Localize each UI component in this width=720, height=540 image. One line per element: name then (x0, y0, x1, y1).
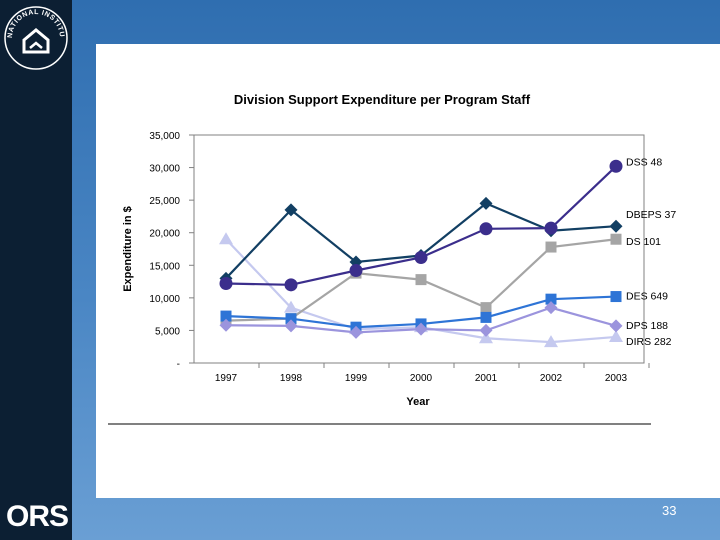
data-point (415, 274, 427, 286)
chart-title: Division Support Expenditure per Program… (234, 92, 531, 107)
data-point (544, 335, 558, 348)
series-line (225, 202, 617, 280)
slide-content: Division Support Expenditure per Program… (96, 44, 720, 498)
y-tick-label: - (177, 359, 180, 370)
data-point (284, 278, 298, 292)
series-dbeps (219, 196, 623, 285)
x-tick-label: 2002 (540, 373, 563, 384)
data-point (284, 300, 298, 313)
legend-label-ds: DS 101 (626, 236, 661, 248)
data-point (479, 222, 493, 236)
data-point (609, 329, 623, 342)
series-dss (219, 159, 623, 292)
legend-label-des: DES 649 (626, 291, 668, 303)
data-point (349, 325, 363, 339)
data-point (480, 302, 492, 314)
series-line (225, 165, 617, 286)
y-tick-label: 15,000 (149, 261, 180, 272)
page-number: 33 (662, 503, 677, 518)
data-point (545, 241, 557, 253)
data-point (610, 291, 622, 303)
nih-seal-logo: NATIONAL INSTITUTES OF HEALTH (2, 4, 68, 70)
data-point (414, 322, 428, 336)
data-point (479, 323, 493, 337)
plot-area-frame (193, 134, 645, 364)
x-tick-label: 1998 (280, 373, 303, 384)
y-tick-label: 20,000 (149, 229, 180, 240)
data-point (609, 319, 623, 333)
left-brand-strip: NATIONAL INSTITUTES OF HEALTH ORS (0, 0, 72, 540)
legend-label-dbeps: DBEPS 37 (626, 209, 676, 221)
data-point (609, 159, 623, 173)
y-tick-label: 5,000 (155, 326, 180, 337)
data-point (545, 293, 557, 305)
ors-logo: ORS (6, 500, 69, 533)
data-point (609, 219, 623, 233)
legend-label-dss: DSS 48 (626, 156, 662, 168)
x-tick-label: 2001 (475, 373, 498, 384)
data-point (480, 311, 492, 323)
data-point (220, 310, 232, 322)
x-tick-label: 2000 (410, 373, 433, 384)
y-tick-label: 10,000 (149, 294, 180, 305)
legend-label-dirs: DIRS 282 (626, 336, 672, 348)
x-tick-label: 1999 (345, 373, 368, 384)
data-point (544, 301, 558, 315)
data-point (349, 263, 363, 277)
x-tick-label: 2003 (605, 373, 628, 384)
x-axis-label: Year (406, 396, 430, 408)
data-point (479, 331, 493, 344)
data-point (479, 196, 493, 210)
data-point (285, 313, 297, 325)
legend-label-dps: DPS 188 (626, 320, 668, 332)
series-ds (220, 233, 622, 327)
y-axis-label: Expenditure in $ (122, 206, 134, 292)
data-point (414, 250, 428, 264)
data-point (219, 318, 233, 332)
y-tick-label: 25,000 (149, 196, 180, 207)
data-point (219, 277, 233, 291)
series-dps (219, 301, 623, 339)
data-point (544, 221, 558, 235)
data-point (219, 232, 233, 245)
data-point (284, 319, 298, 333)
data-point (610, 233, 622, 245)
data-point (284, 203, 298, 217)
x-tick-label: 1997 (215, 373, 238, 384)
y-tick-label: 30,000 (149, 164, 180, 175)
expenditure-line-chart: Division Support Expenditure per Program… (108, 92, 676, 425)
y-tick-label: 35,000 (149, 131, 180, 142)
